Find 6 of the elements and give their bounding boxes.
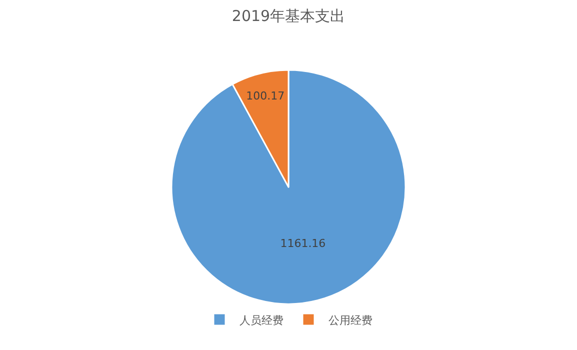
legend-label: 公用经费 xyxy=(328,314,372,327)
data-label: 1161.16 xyxy=(280,237,326,250)
pie-slice xyxy=(170,69,406,305)
chart-title: 2019年基本支出 xyxy=(232,7,346,25)
data-label: 100.17 xyxy=(246,90,285,103)
legend-label: 人员经费 xyxy=(240,314,284,327)
